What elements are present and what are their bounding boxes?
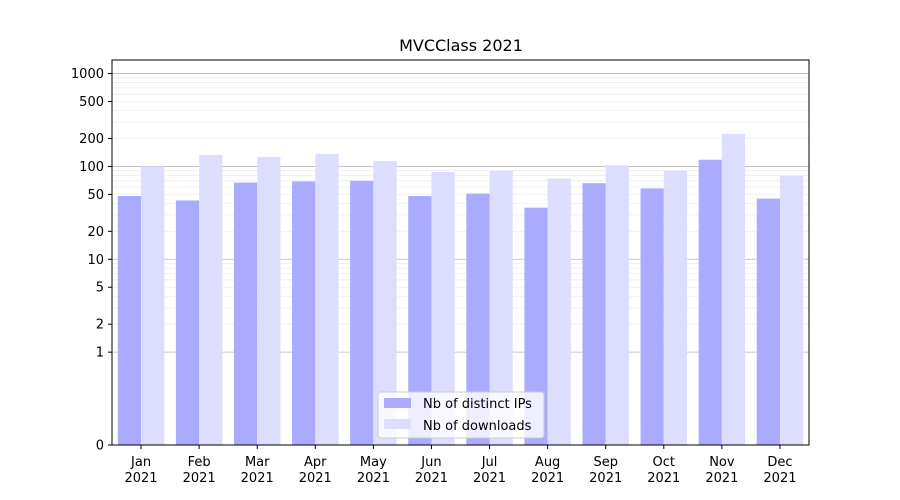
bar-downloads [721,133,746,445]
bar-distinct-ips [756,198,780,445]
x-tick-label-year: 2021 [531,471,564,486]
bar-downloads [257,157,281,445]
bar-distinct-ips [408,196,432,445]
y-tick-label: 1 [96,346,104,361]
x-tick-label-year: 2021 [473,471,506,486]
bar-downloads [373,161,397,446]
bar-downloads [431,172,455,445]
x-tick-label-month: May [360,455,387,470]
y-tick-label: 200 [79,132,104,147]
bar-distinct-ips [233,182,258,445]
bar-distinct-ips [175,200,200,445]
x-tick-label-year: 2021 [357,471,390,486]
axes [111,59,810,446]
x-tick-label-month: Mar [245,455,270,470]
chart-title: MVCClass 2021 [399,36,523,55]
bar-distinct-ips [698,159,722,445]
bar-distinct-ips [640,188,664,445]
bar-downloads [141,166,165,446]
bar-downloads [315,154,339,445]
y-axis-ticks: 0 1 2 5 10 20 50 100 200 500 1000 [71,67,112,454]
x-tick-label-year: 2021 [647,471,680,486]
grid-lines [112,73,809,353]
x-tick-label-month: Jul [481,455,498,470]
bar-distinct-ips [350,180,374,446]
x-tick-label-month: Aug [535,455,560,470]
y-tick-label: 0 [96,439,104,454]
plot-frame [111,59,810,446]
y-tick-label: 10 [87,253,104,268]
x-tick-label-year: 2021 [705,471,738,486]
x-tick-label-month: Jun [420,455,441,470]
x-tick-label-year: 2021 [299,471,332,486]
x-tick-label-month: Jan [130,455,151,470]
x-tick-label-month: Apr [304,455,327,470]
x-tick-label-year: 2021 [415,471,448,486]
legend-box [377,391,545,439]
bars [117,133,804,446]
bar-distinct-ips [524,207,548,445]
y-tick-label: 1000 [71,67,104,82]
bar-downloads [489,170,513,445]
bar-downloads [547,178,571,445]
x-tick-label-year: 2021 [183,471,216,486]
y-tick-label: 50 [87,188,104,203]
y-tick-label: 500 [79,95,104,110]
x-tick-label-year: 2021 [589,471,622,486]
legend-swatch-distinct-ips [384,398,411,408]
y-tick-label: 2 [96,318,104,333]
bar-distinct-ips [117,196,142,445]
bar-downloads [779,175,804,445]
y-tick-label: 5 [96,281,104,296]
x-tick-label-year: 2021 [763,471,796,486]
x-tick-label-month: Dec [767,455,792,470]
bar-distinct-ips [582,183,606,445]
x-tick-label-month: Nov [709,455,735,470]
legend-label-distinct-ips: Nb of distinct IPs [423,397,532,412]
x-tick-label-month: Sep [593,455,618,470]
y-tick-label: 100 [79,160,104,175]
legend-swatch-downloads [384,419,411,429]
bar-downloads [663,170,688,445]
bar-downloads [199,154,223,445]
x-tick-label-year: 2021 [241,471,274,486]
bar-downloads [605,165,629,445]
x-tick-label-month: Oct [653,455,675,470]
bar-distinct-ips [466,193,490,445]
legend: Nb of distinct IPs Nb of downloads [377,391,545,439]
x-axis-ticks: Jan2021Feb2021Mar2021Apr2021May2021Jun20… [124,445,797,486]
x-tick-label-month: Feb [188,455,211,470]
legend-label-downloads: Nb of downloads [423,419,532,434]
y-tick-label: 20 [87,225,104,240]
x-tick-label-year: 2021 [124,471,157,486]
bar-distinct-ips [292,181,316,446]
